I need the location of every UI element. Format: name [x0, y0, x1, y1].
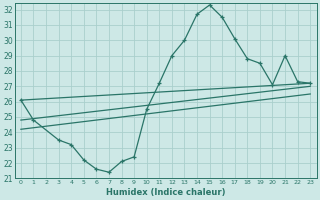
X-axis label: Humidex (Indice chaleur): Humidex (Indice chaleur) [106, 188, 225, 197]
